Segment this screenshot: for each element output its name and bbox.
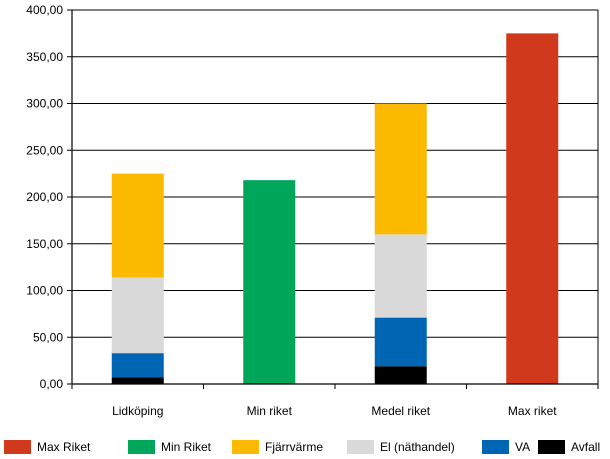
stacked-bar-chart: 0,00 50,00 100,00 150,00 200,00 250,00 300,00 3… <box>26 3 599 418</box>
legend-swatch <box>232 440 259 454</box>
y-tick-label: 0,00 <box>40 377 64 391</box>
bars <box>111 33 559 384</box>
y-tick-label: 150,00 <box>26 237 63 251</box>
bar-fj-rrv-rme <box>111 173 164 278</box>
legend-label: Max Riket <box>37 440 91 454</box>
legend: Max Riket Min Riket Fjärrvärme El (näthande… <box>0 437 610 457</box>
legend-item: VA <box>482 437 530 457</box>
y-tick-label: 200,00 <box>26 190 63 204</box>
legend-item: Fjärrvärme <box>232 437 323 457</box>
bar-min-riket <box>243 180 296 384</box>
bar-el-n-thandel- <box>111 277 164 354</box>
legend-swatch <box>128 440 155 454</box>
legend-swatch <box>347 440 374 454</box>
legend-swatch <box>482 440 509 454</box>
y-tick-label: 300,00 <box>26 97 63 111</box>
legend-item: Min Riket <box>128 437 211 457</box>
legend-swatch <box>538 440 565 454</box>
bar-fj-rrv-rme <box>374 103 427 235</box>
bar-avfall <box>111 377 164 384</box>
legend-item: El (näthandel) <box>347 437 455 457</box>
bar-max-riket <box>506 33 559 384</box>
y-tick-label: 100,00 <box>26 284 63 298</box>
legend-label: Fjärrvärme <box>265 440 324 454</box>
y-tick-label: 250,00 <box>26 143 63 157</box>
legend-label: Min Riket <box>161 440 212 454</box>
x-tick-label: Lidköping <box>112 404 163 418</box>
bar-va <box>111 353 164 378</box>
legend-label: El (näthandel) <box>380 440 455 454</box>
legend-swatch <box>4 440 31 454</box>
x-axis-ticks: Lidköping Min riket Medel riket Max riket <box>71 384 599 418</box>
x-tick-label: Medel riket <box>371 404 430 418</box>
y-tick-label: 50,00 <box>33 330 63 344</box>
legend-item: Max Riket <box>4 437 90 457</box>
x-tick-label: Max riket <box>508 404 557 418</box>
bar-avfall <box>374 366 427 384</box>
x-tick-label: Min riket <box>247 404 293 418</box>
y-tick-label: 350,00 <box>26 50 63 64</box>
y-axis-ticks: 0,00 50,00 100,00 150,00 200,00 250,00 300,00 3… <box>26 3 72 391</box>
legend-label: Avfall <box>571 440 601 454</box>
legend-item: Avfall <box>538 437 600 457</box>
legend-label: VA <box>515 440 531 454</box>
y-tick-label: 400,00 <box>26 3 63 17</box>
bar-el-n-thandel- <box>374 234 427 318</box>
bar-va <box>374 317 427 367</box>
